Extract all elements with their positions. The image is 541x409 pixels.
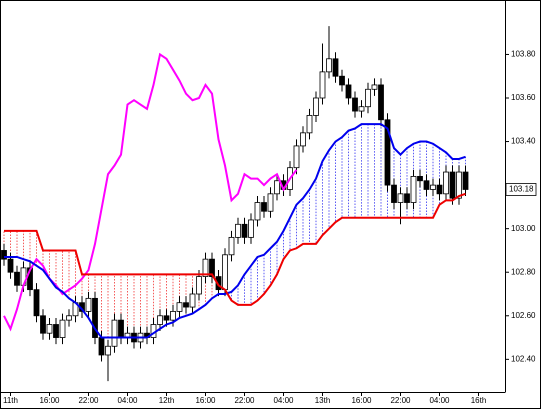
last-price-label: 103.18 [509, 185, 534, 194]
candle-body [111, 319, 118, 347]
candle-body [417, 175, 423, 182]
candle-body [163, 315, 170, 321]
x-tick-label: 11th [3, 396, 18, 405]
candle-body [443, 171, 449, 195]
candle-body [365, 88, 371, 108]
candle-body [98, 337, 105, 356]
candle-body [27, 267, 33, 291]
candle-body [7, 258, 14, 273]
x-tick-label: 22:00 [78, 396, 99, 405]
x-tick-label: 04:00 [429, 396, 450, 405]
candle-body [209, 258, 215, 277]
x-tick-label: 16:00 [195, 396, 216, 405]
candle-body [462, 171, 469, 190]
candle-body [46, 324, 53, 334]
candle-body [274, 180, 280, 195]
candle-body [105, 345, 111, 356]
last-price-box [505, 183, 537, 196]
x-tick-label: 16:00 [39, 396, 60, 405]
candle-body [222, 254, 228, 291]
candle-body [202, 258, 209, 277]
x-tick-label: 22:00 [390, 396, 411, 405]
candle-body [53, 324, 59, 338]
candle-body [300, 132, 306, 147]
x-tick-label: 12th [159, 396, 175, 405]
candle-body [157, 315, 163, 325]
candle-body [196, 276, 202, 295]
candle-body [189, 293, 196, 308]
candle-body [371, 84, 378, 90]
y-tick-label: 103.60 [511, 93, 536, 102]
candle-body [40, 315, 46, 334]
candle-body [1, 250, 7, 260]
candle-body [313, 97, 319, 116]
candle-body [228, 236, 235, 256]
candle-body [397, 193, 404, 203]
y-tick-label: 102.80 [511, 267, 536, 276]
x-tick-label: 13th [315, 396, 331, 405]
x-tick-label: 16:00 [351, 396, 372, 405]
y-tick-label: 102.60 [511, 311, 536, 320]
candle-body [59, 319, 66, 338]
indicator-line [4, 192, 466, 306]
candle-body [378, 84, 384, 121]
candle-body [326, 58, 332, 73]
candle-body [332, 58, 339, 77]
candle-body [352, 97, 358, 112]
candle-body [410, 175, 417, 203]
candle-body [183, 302, 189, 308]
candle-body [176, 302, 183, 312]
candle-body [306, 115, 313, 134]
y-tick-label: 103.40 [511, 137, 536, 146]
x-tick-label: 04:00 [273, 396, 294, 405]
candle-body [449, 171, 456, 199]
candle-body [267, 193, 274, 212]
x-tick-label: 22:00 [234, 396, 255, 405]
candle-body [358, 106, 365, 112]
candle-body [423, 180, 430, 190]
candle-body [319, 71, 326, 99]
candle-body [235, 223, 241, 238]
candle-body [241, 223, 248, 238]
candle-body [339, 75, 345, 86]
candle-body [430, 184, 436, 190]
candle-body [14, 271, 20, 286]
x-tick-label: 16th [471, 396, 487, 405]
candle-body [404, 193, 410, 203]
candle-body [66, 315, 72, 321]
candle-body [215, 276, 222, 291]
candle-body [248, 219, 254, 238]
indicator-line [4, 123, 466, 339]
candle-body [170, 311, 176, 321]
candle-body [345, 84, 352, 99]
candle-body [118, 319, 124, 338]
candle-body [254, 202, 261, 221]
candle-body [92, 297, 98, 338]
y-tick-label: 103.00 [511, 224, 536, 233]
candle-body [261, 202, 267, 212]
candle-body [456, 171, 462, 199]
candle-body [391, 184, 397, 203]
y-tick-label: 103.80 [511, 50, 536, 59]
x-tick-label: 04:00 [117, 396, 138, 405]
candle-body [293, 145, 300, 169]
candle-body [33, 289, 40, 317]
candle-body [85, 297, 92, 312]
candle-body [384, 119, 391, 186]
candle-body [436, 184, 443, 195]
y-tick-label: 102.40 [511, 354, 536, 363]
